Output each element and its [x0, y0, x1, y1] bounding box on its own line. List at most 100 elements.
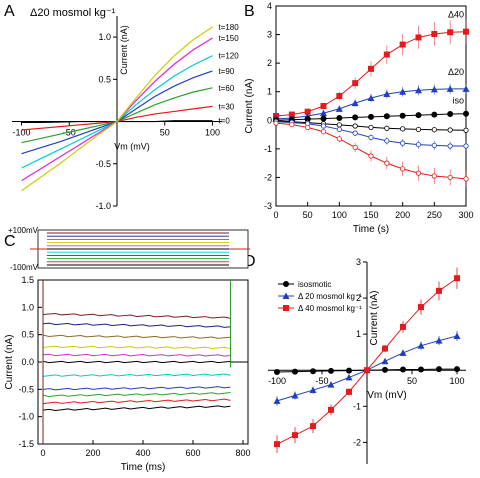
panel-b-data-point [446, 85, 454, 92]
panel-b-data-point [352, 80, 359, 87]
panel-a-x-tick-label: -100 [13, 128, 31, 138]
panel-d-y-tick-label: -2 [353, 437, 361, 447]
panel-c-y-tick-label: 0.5 [21, 330, 34, 340]
panel-a-x-label: Vm (mV) [114, 142, 150, 152]
panel-b-x-tick-label: 0 [273, 210, 278, 220]
panel-b-data-point [399, 88, 407, 95]
panel-a-series-label: t=0 [218, 117, 230, 126]
panel-d-data-point [274, 441, 280, 448]
panel-c-current-trace [42, 386, 231, 391]
panel-b-data-point [336, 136, 342, 142]
panel-c-current-trace [42, 360, 231, 364]
panel-c-current-trace [42, 398, 231, 405]
panel-c-y-tick-label: 0.0 [21, 357, 34, 367]
panel-b-data-point [368, 113, 374, 120]
panel-a-y-tick-label: -1.0 [95, 201, 111, 211]
panel-b-data-point [463, 176, 469, 182]
panel-b-data-point [447, 29, 454, 36]
panel-d-y-tick-label: 2 [356, 293, 361, 303]
panel-c-current-trace [42, 392, 231, 397]
panel-d-data-point [400, 366, 406, 373]
panel-d-data-point [346, 367, 352, 374]
panel-d-data-point [292, 432, 298, 439]
panel-d-data-point [291, 391, 299, 399]
panel-d-y-tick-label: -1 [353, 401, 361, 411]
panel-b-data-point [383, 113, 390, 120]
panel-b-data-point [431, 111, 438, 118]
panel-b-series-label: Δ20 [448, 67, 464, 77]
panel-b-x-tick-label: 250 [427, 210, 442, 220]
panel-letter-b: B [244, 3, 255, 20]
panel-d-legend-label: Δ 40 mosmol kg⁻¹ [298, 304, 362, 313]
panel-b-data-point [368, 65, 374, 72]
panel-b-data-point [384, 138, 390, 144]
panel-a-title: Δ20 mosmol kg⁻¹ [30, 7, 116, 19]
panel-a-series-label: t=150 [218, 34, 239, 43]
panel-b-x-tick-label: 150 [363, 210, 378, 220]
panel-c-current-trace [42, 405, 231, 412]
panel-b-x-tick-label: 200 [395, 210, 410, 220]
panel-b-y-tick-label: 2 [267, 58, 272, 68]
panel-b-data-point [367, 94, 375, 101]
panel-b-data-point [431, 173, 437, 179]
panel-c-x-label: Time (ms) [121, 462, 166, 473]
panel-b-data-point [447, 143, 453, 149]
panel-a-series-label: t=120 [218, 52, 239, 61]
panel-d-data-point [454, 275, 460, 282]
panel-b-data-point [399, 112, 406, 119]
panel-b-x-tick-label: 300 [458, 210, 473, 220]
panel-d-data-point [435, 337, 443, 344]
panel-d-data-point [453, 332, 461, 339]
panel-d-data-point [310, 368, 316, 375]
panel-d-data-point [399, 349, 407, 356]
panel-d-data-point [273, 397, 281, 404]
panel-b-y-tick-label: -2 [264, 172, 272, 182]
panel-d-data-point [274, 369, 280, 376]
panel-b-y-label: Current (nA) [244, 78, 255, 133]
panel-b-data-point [415, 112, 422, 119]
panel-b-data-point [447, 111, 454, 117]
panel-d-data-point [400, 323, 406, 330]
panel-b-chart: 0 50 100 150 200 250 300 -3 -2 -1 0 1 2 3 4 Time (s) Cur… [244, 1, 474, 235]
panel-b-data-point [463, 28, 469, 35]
panel-d-x-tick-label: -50 [315, 376, 328, 386]
panel-d-legend-label: Δ 20 mosmol kg⁻¹ [298, 292, 362, 301]
panel-a-x-tick-label: 50 [160, 128, 170, 138]
panel-b-data-point [336, 93, 343, 99]
panel-c-current-trace [42, 345, 231, 350]
panel-b-data-point [352, 144, 358, 151]
panel-b-data-point [447, 127, 453, 133]
panel-c-current-trace [42, 373, 231, 377]
panel-d-data-point [328, 367, 334, 374]
panel-b-data-point [399, 41, 406, 48]
panel-letter-d: D [244, 253, 256, 270]
panel-b-data-point [415, 86, 422, 94]
panel-c-y-tick-label: -1.5 [18, 439, 34, 449]
panel-c-protocol-top-label: +100mV [8, 226, 39, 235]
panel-b-data-point [463, 110, 469, 117]
panel-a-y-tick-label: -0.5 [95, 159, 111, 169]
panel-c-y-tick-label: -0.5 [18, 384, 34, 394]
panel-b-data-point [352, 123, 358, 129]
panel-b-data-point [320, 109, 327, 117]
panel-b-data-point [431, 31, 438, 37]
panel-c-current-trace [42, 334, 231, 339]
panel-c-x-tick-label: 800 [235, 448, 250, 458]
panel-d-data-point [345, 373, 353, 381]
panel-b-data-point [384, 125, 390, 131]
panel-d-legend-marker [283, 281, 289, 287]
panel-letter-c: C [4, 233, 16, 250]
panel-b-data-point [431, 142, 437, 149]
panel-b-data-point [352, 130, 358, 136]
panel-b-x-label: Time (s) [353, 224, 389, 235]
panel-b-y-tick-label: -1 [264, 144, 272, 154]
panel-d-x-tick-label: 50 [407, 376, 417, 386]
panel-b-y-tick-label: -3 [264, 201, 272, 211]
panel-d-y-label: Current (nA) [369, 290, 380, 345]
panel-d-data-point [436, 366, 442, 373]
panel-c-y-tick-label: 1.5 [21, 275, 34, 285]
panel-d-y-tick-label: 1 [356, 329, 361, 339]
panel-d-data-point [309, 386, 317, 394]
panel-b-data-point [400, 126, 406, 132]
